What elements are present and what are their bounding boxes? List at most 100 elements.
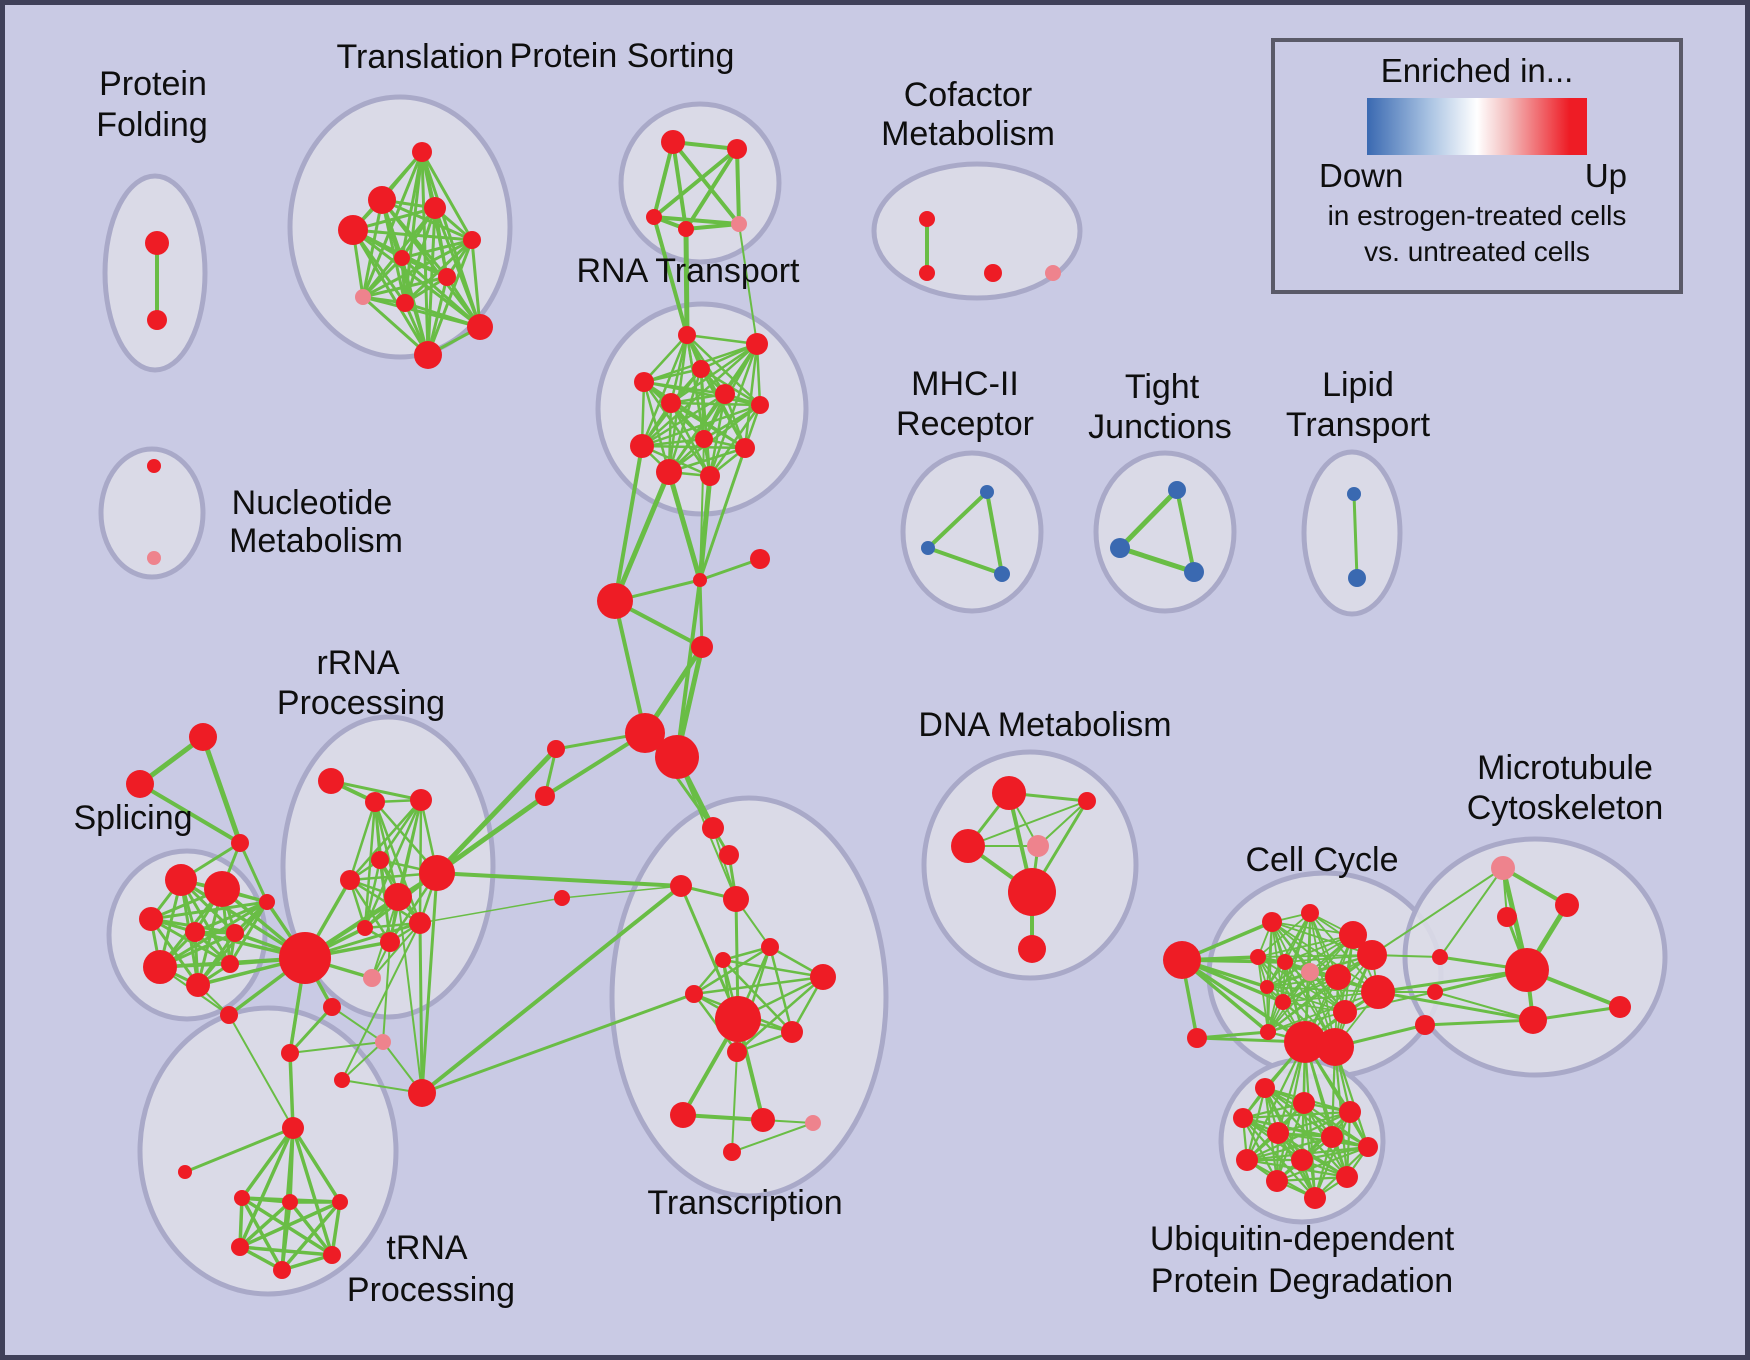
node-cy2[interactable] — [1301, 904, 1319, 922]
node-tr8[interactable] — [355, 289, 371, 305]
node-rr2[interactable] — [365, 792, 385, 812]
node-st1[interactable] — [189, 723, 217, 751]
node-tr11[interactable] — [414, 341, 442, 369]
node-dm4[interactable] — [1027, 835, 1049, 857]
node-ub4[interactable] — [1233, 1108, 1253, 1128]
node-cy12[interactable] — [1260, 1024, 1276, 1040]
node-cy3[interactable] — [1339, 921, 1367, 949]
node-tx7[interactable] — [810, 964, 836, 990]
node-dm2[interactable] — [1078, 792, 1096, 810]
node-ps1[interactable] — [661, 130, 685, 154]
node-rr8[interactable] — [357, 920, 373, 936]
node-tj1[interactable] — [1168, 481, 1186, 499]
node-cc7[interactable] — [547, 740, 565, 758]
node-ps4[interactable] — [678, 221, 694, 237]
node-ub2[interactable] — [1293, 1092, 1315, 1114]
node-ub1[interactable] — [1255, 1078, 1275, 1098]
node-mt9[interactable] — [1415, 1015, 1435, 1035]
node-sp2[interactable] — [204, 871, 240, 907]
node-ps5[interactable] — [731, 216, 747, 232]
node-pf2[interactable] — [147, 310, 167, 330]
node-mt4[interactable] — [1505, 948, 1549, 992]
node-cc4[interactable] — [691, 636, 713, 658]
node-ub7[interactable] — [1358, 1137, 1378, 1157]
node-ub6[interactable] — [1321, 1126, 1343, 1148]
node-cy11[interactable] — [1275, 994, 1291, 1010]
node-rr3[interactable] — [410, 789, 432, 811]
node-mt1[interactable] — [1491, 856, 1515, 880]
node-tx3[interactable] — [670, 875, 692, 897]
node-tr6[interactable] — [394, 250, 410, 266]
node-tr1[interactable] — [412, 142, 432, 162]
node-rt10[interactable] — [735, 438, 755, 458]
node-rt8[interactable] — [695, 430, 713, 448]
node-rt11[interactable] — [656, 459, 682, 485]
node-dm1[interactable] — [992, 776, 1026, 810]
node-t1[interactable] — [234, 1190, 250, 1206]
node-cm4[interactable] — [1045, 265, 1061, 281]
node-sp5[interactable] — [226, 924, 244, 942]
node-mh3[interactable] — [994, 566, 1010, 582]
node-nb[interactable] — [334, 1072, 350, 1088]
node-cyh[interactable] — [1163, 941, 1201, 979]
node-rt9[interactable] — [630, 434, 654, 458]
node-sp8[interactable] — [186, 973, 210, 997]
node-tx9[interactable] — [715, 996, 761, 1042]
node-t4[interactable] — [231, 1238, 249, 1256]
node-rt12[interactable] — [700, 466, 720, 486]
node-tx13[interactable] — [751, 1108, 775, 1132]
node-ub11[interactable] — [1336, 1166, 1358, 1188]
node-tj3[interactable] — [1184, 562, 1204, 582]
node-ub8[interactable] — [1236, 1149, 1258, 1171]
node-na[interactable] — [281, 1044, 299, 1062]
node-t6[interactable] — [273, 1261, 291, 1279]
node-tr5[interactable] — [463, 231, 481, 249]
node-tx14[interactable] — [805, 1115, 821, 1131]
node-ub9[interactable] — [1291, 1149, 1313, 1171]
node-rt5[interactable] — [715, 384, 735, 404]
node-cy15[interactable] — [1316, 1028, 1354, 1066]
node-mid1[interactable] — [554, 890, 570, 906]
node-mh2[interactable] — [921, 541, 935, 555]
node-tx1[interactable] — [702, 817, 724, 839]
node-sp10[interactable] — [220, 1006, 238, 1024]
node-cc2[interactable] — [693, 573, 707, 587]
node-cy4[interactable] — [1250, 949, 1266, 965]
node-tx2[interactable] — [719, 845, 739, 865]
node-lt2[interactable] — [1348, 569, 1366, 587]
node-cyl[interactable] — [1187, 1028, 1207, 1048]
node-cc6[interactable] — [655, 735, 699, 779]
node-rt6[interactable] — [661, 393, 681, 413]
node-cc1[interactable] — [597, 583, 633, 619]
node-mt6[interactable] — [1427, 984, 1443, 1000]
node-tx6[interactable] — [715, 952, 731, 968]
node-cy8[interactable] — [1357, 940, 1387, 970]
node-tx4[interactable] — [723, 886, 749, 912]
node-ps2[interactable] — [727, 139, 747, 159]
node-mt7[interactable] — [1519, 1006, 1547, 1034]
node-cm2[interactable] — [919, 265, 935, 281]
node-dm5[interactable] — [1008, 868, 1056, 916]
node-cy6[interactable] — [1301, 963, 1319, 981]
node-cc5[interactable] — [625, 713, 665, 753]
node-lt1[interactable] — [1347, 487, 1361, 501]
node-t5[interactable] — [323, 1246, 341, 1264]
node-cy5[interactable] — [1277, 954, 1293, 970]
node-rt4[interactable] — [634, 372, 654, 392]
node-rr1[interactable] — [318, 768, 344, 794]
node-st3[interactable] — [231, 834, 249, 852]
node-cc3[interactable] — [750, 549, 770, 569]
node-rrb1[interactable] — [323, 998, 341, 1016]
node-tr10[interactable] — [467, 314, 493, 340]
node-nm1[interactable] — [147, 459, 161, 473]
node-pf1[interactable] — [145, 231, 169, 255]
node-cy9[interactable] — [1361, 975, 1395, 1009]
node-tx15[interactable] — [723, 1143, 741, 1161]
node-sp4[interactable] — [185, 922, 205, 942]
node-nc[interactable] — [408, 1079, 436, 1107]
node-th[interactable] — [282, 1117, 304, 1139]
node-cy7[interactable] — [1325, 964, 1351, 990]
node-sp9[interactable] — [221, 955, 239, 973]
node-cy1[interactable] — [1262, 912, 1282, 932]
node-tr9[interactable] — [396, 294, 414, 312]
